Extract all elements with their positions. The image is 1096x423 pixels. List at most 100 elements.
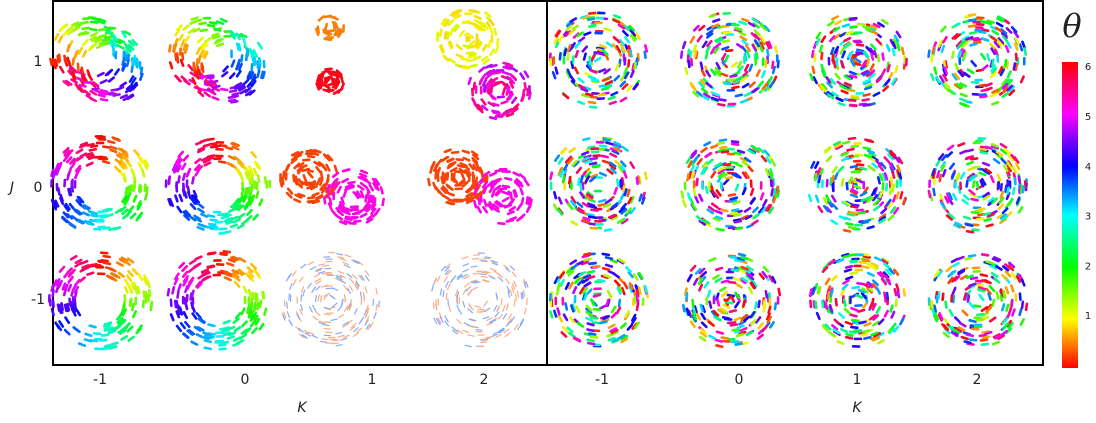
particle [219,161,225,162]
particle [981,54,984,59]
particle [589,334,595,335]
particle [722,54,725,59]
particle [217,22,223,24]
particle [763,326,767,331]
particle [292,271,296,276]
particle [770,322,773,327]
particle [142,170,144,176]
particle [518,291,519,297]
particle [851,315,857,317]
particle [564,94,569,98]
particle [857,295,863,297]
particle [993,342,999,344]
particle [980,173,986,175]
particle [198,209,203,212]
particle [734,202,740,204]
particle [447,185,452,189]
particle [217,44,223,46]
particle [366,276,369,281]
particle [79,23,85,25]
particle [118,46,123,49]
particle [110,147,116,149]
particle [121,95,127,97]
particle [226,147,232,149]
particle [863,260,869,261]
particle [309,201,315,202]
particle [128,187,129,193]
particle [623,31,627,35]
particle [308,197,314,198]
particle [735,153,741,154]
figure: J K K θ -101210-1-1012123456 [0,0,1096,423]
particle [698,36,702,41]
particle [433,183,435,189]
particle [591,317,597,318]
particle [711,145,717,147]
particle [108,141,114,142]
particle [722,281,728,283]
particle [775,47,776,53]
particle [956,64,958,70]
particle [320,81,321,87]
particle [463,301,465,307]
particle [184,26,189,30]
particle [237,44,239,50]
particle [878,177,879,183]
particle [514,173,519,176]
particle [525,83,526,89]
particle [723,41,729,42]
particle [615,188,617,194]
particle [591,337,597,338]
particle [468,335,474,336]
particle [379,301,380,307]
particle [864,94,870,95]
particle [737,284,742,287]
particle [324,197,325,203]
particle [617,46,620,51]
particle [372,196,373,202]
particle [283,172,284,178]
particle [497,39,498,45]
particle [82,261,88,263]
particle [496,47,498,53]
particle [986,84,992,86]
particle [763,200,766,205]
particle [201,140,207,142]
particle [254,305,255,311]
particle [713,20,719,22]
particle [998,175,1000,181]
particle [828,292,829,298]
particle [977,182,978,188]
particle [312,153,318,155]
particle [844,230,850,231]
particle [234,338,239,341]
particle [503,198,508,201]
particle [766,61,767,67]
particle [494,306,497,311]
particle [865,323,871,325]
particle [308,262,313,265]
particle [968,296,969,302]
particle [691,266,695,270]
particle [257,303,258,309]
particle [338,187,341,192]
particle [996,266,1001,269]
particle [835,320,839,324]
particle [841,329,847,331]
particle [483,258,489,259]
particle [749,288,752,293]
particle [839,313,843,317]
particle [967,335,973,336]
particle [144,292,145,298]
particle [478,207,481,212]
particle [898,291,899,297]
particle [98,21,104,23]
particle [955,318,959,322]
particle [953,263,958,266]
particle [61,304,62,310]
particle [712,204,717,207]
particle [583,220,589,222]
particle [175,196,177,202]
particle [109,228,115,230]
particle [220,145,226,146]
